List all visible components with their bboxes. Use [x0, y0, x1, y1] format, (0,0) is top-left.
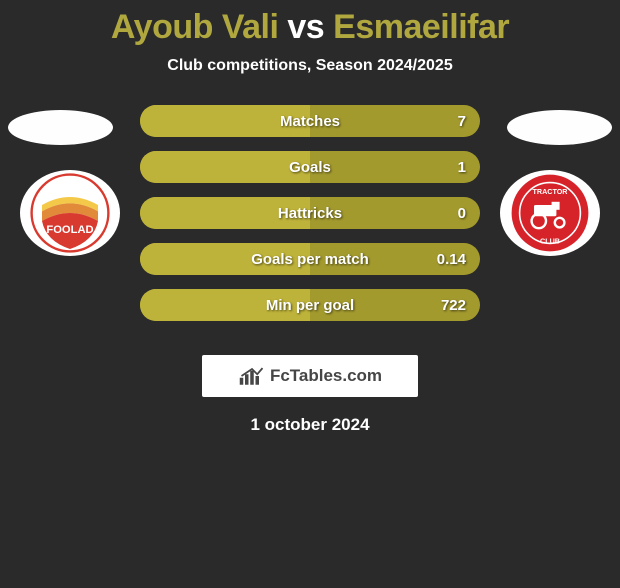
- stat-label: Goals per match: [140, 251, 480, 268]
- subtitle: Club competitions, Season 2024/2025: [0, 57, 620, 75]
- player1-name: Ayoub Vali: [111, 8, 279, 46]
- vs-text: vs: [287, 8, 324, 46]
- tractor-logo-icon: TRACTOR CLUB: [510, 173, 590, 253]
- player2-photo-placeholder: [507, 110, 612, 145]
- stat-label: Min per goal: [140, 297, 480, 314]
- fctables-logo-icon: [238, 365, 266, 387]
- date-text: 1 october 2024: [0, 415, 620, 435]
- foolad-logo-icon: FOOLAD: [30, 173, 110, 253]
- stat-row: Min per goal722: [140, 289, 480, 321]
- branding-box[interactable]: FcTables.com: [202, 355, 418, 397]
- comparison-title: Ayoub Vali vs Esmaeilifar: [0, 8, 620, 47]
- svg-text:FOOLAD: FOOLAD: [46, 224, 93, 236]
- svg-text:TRACTOR: TRACTOR: [532, 187, 568, 196]
- stat-value: 7: [458, 113, 466, 130]
- stats-container: Matches7Goals1Hattricks0Goals per match0…: [140, 105, 480, 321]
- branding-text: FcTables.com: [270, 366, 382, 386]
- stat-value: 0: [458, 205, 466, 222]
- player2-name: Esmaeilifar: [333, 8, 509, 46]
- main-content: FOOLAD TRACTOR CLUB Matches7 Goals1 Hattri…: [0, 105, 620, 335]
- stat-value: 1: [458, 159, 466, 176]
- stat-label: Matches: [140, 113, 480, 130]
- club-badge-right: TRACTOR CLUB: [500, 170, 600, 256]
- stat-label: Goals: [140, 159, 480, 176]
- stat-row: Goals1: [140, 151, 480, 183]
- stat-row: Hattricks0: [140, 197, 480, 229]
- club-badge-left: FOOLAD: [20, 170, 120, 256]
- svg-text:CLUB: CLUB: [540, 236, 560, 245]
- player1-photo-placeholder: [8, 110, 113, 145]
- stat-row: Matches7: [140, 105, 480, 137]
- stat-value: 722: [441, 297, 466, 314]
- stat-value: 0.14: [437, 251, 466, 268]
- stat-label: Hattricks: [140, 205, 480, 222]
- stat-row: Goals per match0.14: [140, 243, 480, 275]
